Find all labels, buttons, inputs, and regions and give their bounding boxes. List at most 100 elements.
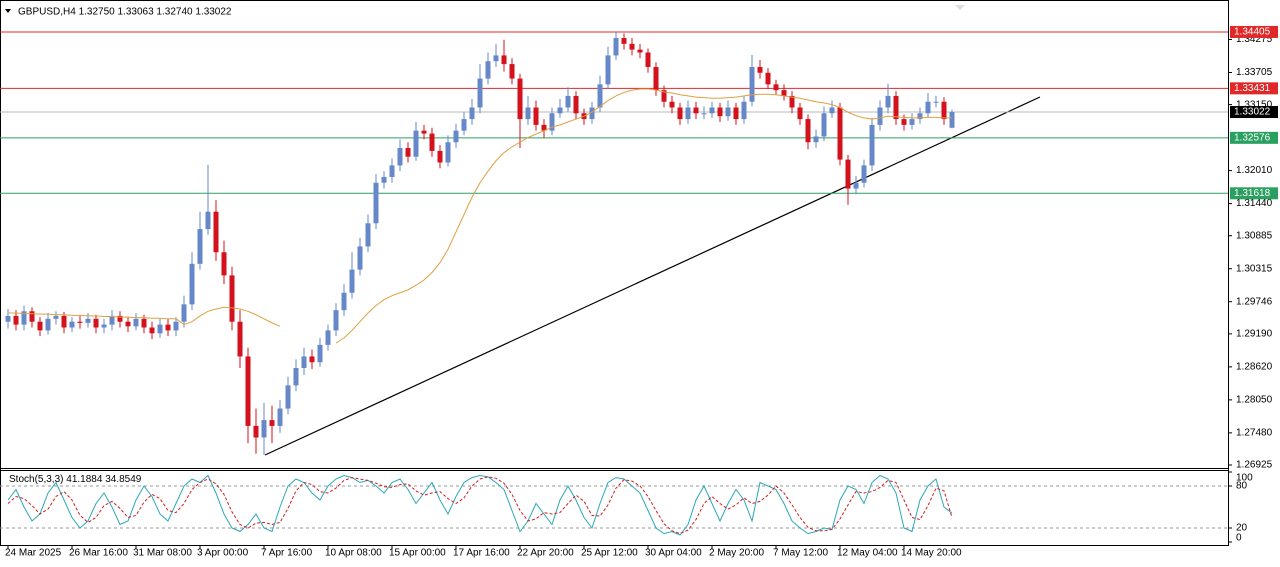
candle-body	[285, 385, 291, 409]
candle-body	[309, 356, 315, 363]
candle-body	[197, 229, 203, 264]
y-tick-label: 1.34275	[1236, 34, 1273, 45]
y-tick-label: 1.29746	[1236, 296, 1273, 307]
candle-body	[293, 368, 299, 386]
candle-body	[485, 61, 491, 79]
candle-body	[181, 304, 187, 322]
level-tag	[1230, 187, 1278, 200]
candle-body	[61, 315, 67, 328]
candle-body	[589, 107, 595, 120]
candle-body	[917, 113, 923, 120]
candle-body	[861, 165, 867, 183]
candle-body	[221, 252, 227, 276]
candle-body	[133, 318, 139, 327]
candle-body	[461, 119, 467, 131]
x-tick-label: 7 Apr 16:00	[261, 548, 313, 559]
indicator-tick-label: 100	[1236, 473, 1253, 484]
candle-body	[245, 356, 251, 426]
candle-body	[101, 324, 107, 328]
candle-body	[21, 311, 27, 325]
candle-body	[901, 119, 907, 125]
candle-body	[829, 107, 835, 114]
candle-body	[909, 119, 915, 125]
x-tick-label: 17 Apr 16:00	[453, 548, 510, 559]
candle-body	[653, 66, 659, 91]
candle-body	[949, 112, 955, 128]
y-tick-label: 1.33150	[1236, 99, 1273, 110]
y-tick-label: 1.33705	[1236, 67, 1273, 78]
candle-body	[29, 311, 35, 322]
candle-body	[933, 101, 939, 103]
candle-body	[189, 263, 195, 305]
candle-body	[853, 182, 859, 189]
candle-body	[437, 150, 443, 163]
x-tick-label: 7 May 12:00	[773, 548, 828, 559]
candle-body	[317, 344, 323, 363]
candle-body	[13, 315, 19, 325]
candle-body	[925, 101, 931, 114]
indicator-name: Stoch(5,3,3)	[9, 474, 63, 485]
candle-body	[645, 52, 651, 67]
candle-body	[5, 315, 11, 322]
candle-body	[629, 43, 635, 50]
candle-body	[701, 113, 707, 115]
x-tick-label: 30 Apr 04:00	[645, 548, 702, 559]
candle-body	[53, 315, 59, 319]
y-tick-label: 1.29190	[1236, 329, 1273, 340]
candle-body	[333, 310, 339, 331]
y-tick-label: 1.30315	[1236, 263, 1273, 274]
candle-body	[117, 315, 123, 322]
candle-body	[325, 330, 331, 345]
candle-body	[509, 64, 515, 79]
candle-body	[213, 211, 219, 253]
candle-body	[877, 107, 883, 125]
x-tick-label: 14 May 20:00	[901, 548, 962, 559]
candle-body	[765, 72, 771, 85]
indicator-signal-value: 34.8549	[105, 474, 142, 485]
candle-body	[277, 408, 283, 426]
candle-body	[389, 165, 395, 177]
candle-body	[757, 66, 763, 73]
moving-average	[8, 306, 281, 327]
candle-body	[637, 49, 643, 53]
candle-body	[717, 107, 723, 117]
candle-body	[109, 315, 115, 325]
candle-body	[525, 107, 531, 120]
candle-body	[661, 90, 667, 102]
level-label: 1.34405	[1234, 27, 1271, 38]
candle-body	[421, 130, 427, 134]
level-tag	[1230, 25, 1278, 38]
candle-body	[69, 321, 75, 328]
shift-marker	[955, 5, 965, 10]
indicator-tick-label: 0	[1236, 533, 1242, 544]
candle-body	[797, 107, 803, 120]
candle-body	[253, 425, 259, 438]
candle-body	[781, 90, 787, 96]
candle-body	[77, 321, 83, 323]
candle-body	[37, 321, 43, 331]
candle-body	[821, 113, 827, 137]
candle-body	[733, 107, 739, 120]
candle-body	[357, 246, 363, 270]
candle-body	[533, 107, 539, 125]
candle-body	[453, 130, 459, 143]
y-tick-label: 1.27480	[1236, 428, 1273, 439]
candle-body	[261, 420, 267, 438]
candle-body	[269, 420, 275, 426]
stoch-main	[7, 474, 953, 536]
candle-body	[493, 55, 499, 62]
indicator-main-value: 41.1884	[66, 474, 103, 485]
candle-body	[621, 38, 627, 44]
menu-arrow[interactable]	[5, 9, 11, 13]
y-tick-label: 1.31440	[1236, 198, 1273, 209]
x-tick-label: 24 Mar 2025	[5, 548, 62, 559]
candle-body	[565, 95, 571, 108]
candle-body	[397, 148, 403, 166]
y-tick-label: 1.32010	[1236, 165, 1273, 176]
x-tick-label: 15 Apr 00:00	[389, 548, 446, 559]
candle-body	[165, 324, 171, 331]
candle-body	[941, 101, 947, 120]
y-tick-label: 1.26925	[1236, 460, 1273, 471]
candle-body	[669, 101, 675, 108]
candle-body	[805, 119, 811, 143]
